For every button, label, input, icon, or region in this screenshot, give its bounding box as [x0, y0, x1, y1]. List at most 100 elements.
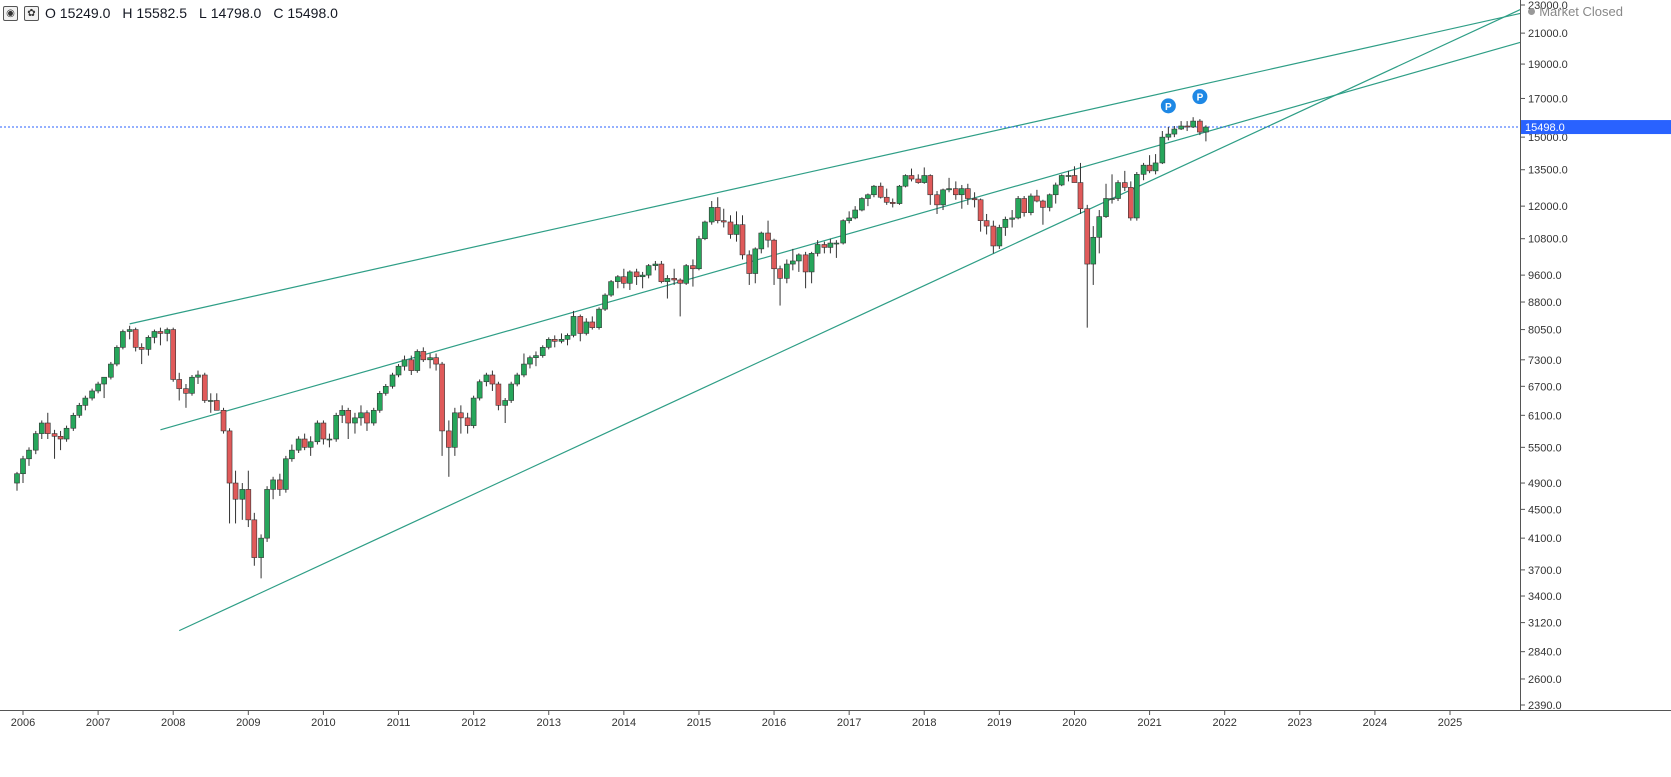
candle-down[interactable]: [1077, 162, 1084, 214]
candle-down[interactable]: [927, 174, 934, 205]
candle-down[interactable]: [877, 182, 884, 199]
candle-up[interactable]: [38, 420, 45, 440]
candle-down[interactable]: [458, 405, 464, 434]
candle-up[interactable]: [833, 240, 840, 258]
candle-up[interactable]: [70, 412, 77, 431]
candle-up[interactable]: [82, 395, 89, 411]
candle-down[interactable]: [977, 198, 984, 232]
candle-up[interactable]: [101, 376, 107, 399]
candle-down[interactable]: [965, 183, 971, 205]
candle-up[interactable]: [946, 177, 952, 193]
candle-down[interactable]: [633, 268, 640, 285]
candle-up[interactable]: [596, 307, 602, 330]
candle-up[interactable]: [283, 455, 289, 493]
candle-up[interactable]: [758, 231, 765, 254]
candle-down[interactable]: [345, 407, 352, 440]
p-marker[interactable]: P: [1192, 89, 1208, 105]
candle-down[interactable]: [439, 361, 445, 456]
candle-down[interactable]: [176, 372, 183, 401]
candle-down[interactable]: [464, 412, 471, 434]
candle-up[interactable]: [996, 224, 1003, 249]
candle-down[interactable]: [1084, 204, 1091, 328]
candle-up[interactable]: [145, 335, 152, 356]
candle-down[interactable]: [658, 260, 665, 284]
candle-down[interactable]: [802, 251, 809, 289]
candle-up[interactable]: [389, 372, 396, 389]
candle-up[interactable]: [1190, 117, 1196, 129]
candle-up[interactable]: [1134, 172, 1140, 221]
candle-up[interactable]: [683, 264, 689, 285]
candle-up[interactable]: [314, 420, 321, 445]
candle-up[interactable]: [702, 220, 708, 241]
candle-down[interactable]: [170, 327, 177, 382]
candle-up[interactable]: [26, 447, 32, 466]
candle-up[interactable]: [664, 275, 671, 299]
candle-up[interactable]: [358, 405, 364, 426]
candle-up[interactable]: [814, 240, 821, 257]
candle-down[interactable]: [1128, 181, 1134, 221]
candle-up[interactable]: [239, 483, 246, 520]
candle-down[interactable]: [301, 433, 308, 451]
candle-up[interactable]: [696, 235, 702, 271]
candle-up[interactable]: [14, 471, 20, 491]
candle-down[interactable]: [821, 241, 828, 254]
candle-up[interactable]: [376, 390, 383, 413]
candle-up[interactable]: [808, 251, 815, 284]
candle-up[interactable]: [959, 184, 965, 209]
candle-up[interactable]: [189, 374, 195, 396]
candle-up[interactable]: [1096, 210, 1103, 254]
candle-up[interactable]: [1103, 183, 1109, 218]
candle-up[interactable]: [333, 412, 339, 442]
candle-up[interactable]: [639, 271, 646, 289]
candle-down[interactable]: [990, 220, 997, 254]
candle-up[interactable]: [1159, 131, 1166, 165]
candle-down[interactable]: [495, 381, 502, 411]
candle-up[interactable]: [120, 329, 126, 350]
candle-up[interactable]: [871, 184, 877, 198]
candle-up[interactable]: [195, 370, 201, 385]
candle-up[interactable]: [583, 318, 590, 336]
candle-up[interactable]: [295, 436, 302, 454]
candle-up[interactable]: [395, 364, 402, 378]
candle-down[interactable]: [671, 268, 677, 285]
candle-up[interactable]: [382, 384, 389, 396]
candle-down[interactable]: [245, 470, 252, 528]
candle-up[interactable]: [615, 275, 621, 289]
candle-up[interactable]: [859, 197, 865, 212]
candle-up[interactable]: [1052, 182, 1059, 204]
candle-up[interactable]: [126, 325, 133, 340]
candle-down[interactable]: [213, 393, 220, 411]
candle-up[interactable]: [865, 193, 871, 207]
candle-down[interactable]: [138, 343, 145, 365]
candle-up[interactable]: [1140, 162, 1147, 181]
candle-up[interactable]: [1028, 193, 1034, 216]
candle-up[interactable]: [1058, 174, 1065, 187]
candle-down[interactable]: [157, 327, 164, 346]
trendline[interactable]: [129, 12, 1522, 325]
candle-down[interactable]: [226, 428, 233, 524]
candle-down[interactable]: [727, 215, 734, 239]
candle-down[interactable]: [251, 512, 258, 566]
candle-up[interactable]: [326, 433, 333, 448]
candle-down[interactable]: [1021, 195, 1027, 217]
candle-up[interactable]: [1115, 180, 1121, 202]
candle-down[interactable]: [1146, 155, 1153, 174]
candle-up[interactable]: [527, 355, 533, 369]
candle-down[interactable]: [971, 192, 978, 208]
candle-down[interactable]: [551, 335, 558, 348]
candle-down[interactable]: [746, 250, 753, 285]
candle-down[interactable]: [57, 430, 64, 451]
candle-up[interactable]: [533, 351, 539, 367]
candle-up[interactable]: [840, 219, 846, 245]
candle-down[interactable]: [983, 213, 990, 235]
candle-up[interactable]: [63, 425, 70, 442]
candle-up[interactable]: [1203, 125, 1209, 142]
candle-down[interactable]: [183, 384, 189, 408]
candle-down[interactable]: [765, 220, 771, 248]
candle-up[interactable]: [1015, 195, 1021, 220]
candle-up[interactable]: [846, 211, 852, 224]
candle-up[interactable]: [401, 355, 408, 371]
candle-up[interactable]: [1178, 121, 1184, 131]
candle-down[interactable]: [908, 168, 915, 182]
candle-down[interactable]: [934, 191, 940, 214]
